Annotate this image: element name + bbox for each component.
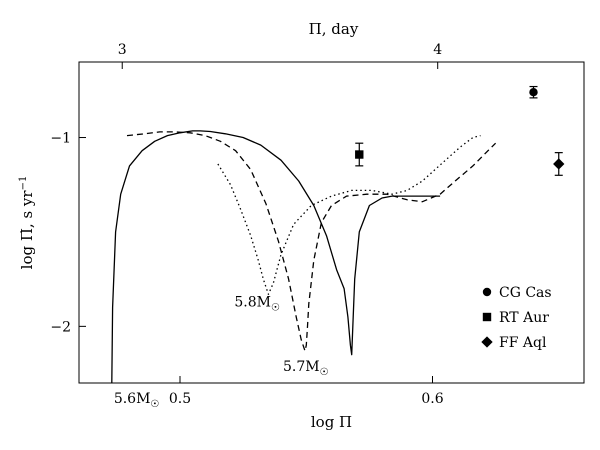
- top-tick-label: 4: [433, 42, 442, 58]
- model-curve: [126, 131, 497, 352]
- data-point: [553, 158, 565, 170]
- curve-label-sun: ☉: [320, 367, 329, 378]
- top-tick-label: 3: [118, 42, 127, 58]
- x-tick-label: 0.5: [169, 391, 191, 407]
- data-point: [355, 150, 364, 159]
- plot-frame: [78, 61, 585, 384]
- model-curves: [111, 130, 497, 384]
- y-axis-title-exponent: −1: [18, 176, 29, 191]
- axis-ticks: 0.5 0.6 3 4 −1 −2: [50, 42, 443, 407]
- y-tick-label: −1: [50, 131, 71, 147]
- observed-stars: [355, 85, 565, 176]
- y-tick-label: −2: [50, 319, 71, 335]
- y-axis-title: log Π̇, s yr−1: [18, 176, 36, 270]
- curve-label-value: 5.7M: [283, 359, 320, 375]
- legend-label: CG Cas: [499, 285, 552, 301]
- legend-marker: [482, 287, 492, 297]
- top-axis-title: Π, day: [309, 20, 359, 38]
- curve-label-sun: ☉: [150, 399, 159, 410]
- data-point: [529, 88, 538, 97]
- curve-label-value: 5.8M: [234, 294, 271, 310]
- x-axis-title: log Π: [311, 413, 352, 431]
- curve-label: 5.8M☉: [234, 294, 280, 313]
- y-axis-title-main: log Π̇, s yr: [18, 190, 36, 270]
- model-curve: [217, 134, 481, 295]
- curve-label-sun: ☉: [271, 302, 280, 313]
- plot-area: [78, 61, 585, 384]
- curve-label-value: 5.6M: [114, 391, 151, 407]
- legend-label: FF Aql: [499, 335, 547, 351]
- curve-label: 5.6M☉: [114, 391, 160, 410]
- curve-labels: 5.6M☉5.7M☉5.8M☉: [114, 294, 329, 410]
- legend-marker: [481, 336, 493, 348]
- legend-marker: [482, 312, 492, 322]
- model-curve: [111, 130, 441, 384]
- curve-label: 5.7M☉: [283, 359, 329, 378]
- x-tick-label: 0.6: [421, 391, 443, 407]
- legend-label: RT Aur: [499, 310, 549, 326]
- legend: CG Cas RT Aur FF Aql: [481, 285, 552, 351]
